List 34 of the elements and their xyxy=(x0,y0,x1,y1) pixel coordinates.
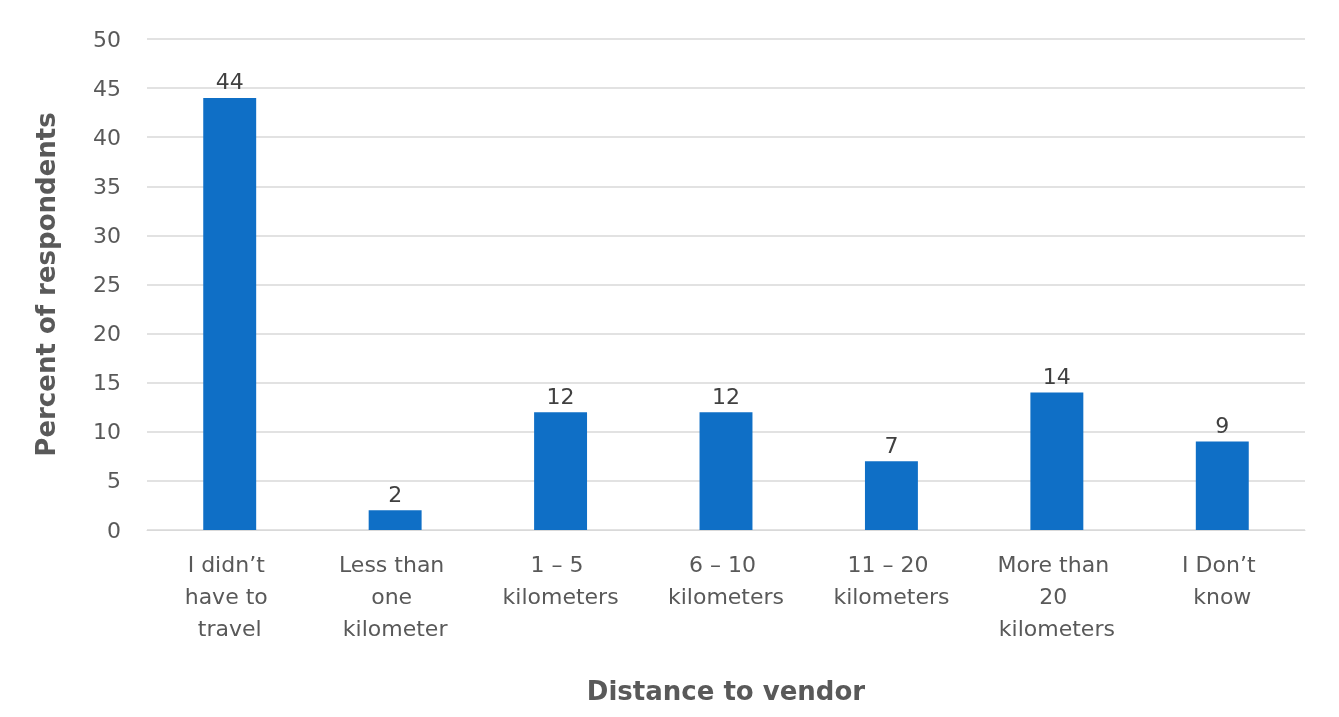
y-tick-label: 45 xyxy=(93,75,121,101)
y-tick-label: 5 xyxy=(107,468,121,494)
bar xyxy=(699,412,753,530)
x-tick-label: More than 20 kilometers xyxy=(997,551,1117,641)
data-label: 2 xyxy=(388,481,403,507)
y-axis-title: Percent of respondents xyxy=(31,112,61,457)
data-label: 7 xyxy=(884,432,899,458)
data-label: 12 xyxy=(546,383,575,409)
data-label: 12 xyxy=(712,383,740,409)
y-tick-label: 20 xyxy=(93,321,121,347)
y-tick-label: 30 xyxy=(93,222,121,248)
x-tick-label: I Don’t know xyxy=(1182,551,1263,609)
data-label: 44 xyxy=(215,69,244,95)
y-tick-label: 25 xyxy=(93,272,121,297)
y-tick-label: 35 xyxy=(93,173,121,199)
x-tick-label: 11 – 20 kilometers xyxy=(833,551,950,609)
x-tick-label: Less than one kilometer xyxy=(338,551,452,641)
x-tick-label: I didn’t have to travel xyxy=(184,551,275,641)
data-label: 14 xyxy=(1042,364,1071,390)
bar xyxy=(1195,441,1249,530)
bar xyxy=(203,97,257,530)
data-label: 9 xyxy=(1215,413,1230,439)
x-axis-title: Distance to vendor xyxy=(586,676,866,706)
y-tick-label: 10 xyxy=(93,419,121,445)
bar xyxy=(534,412,588,530)
y-tick-label: 40 xyxy=(93,124,121,150)
bar xyxy=(1030,392,1084,530)
y-tick-label: 15 xyxy=(93,370,121,396)
bar xyxy=(368,510,422,530)
bar xyxy=(864,461,918,530)
x-tick-label: 1 – 5 kilometers xyxy=(502,551,619,609)
y-tick-label: 50 xyxy=(93,26,121,52)
x-tick-label: 6 – 10 kilometers xyxy=(667,551,785,609)
y-tick-label: 0 xyxy=(107,517,121,543)
